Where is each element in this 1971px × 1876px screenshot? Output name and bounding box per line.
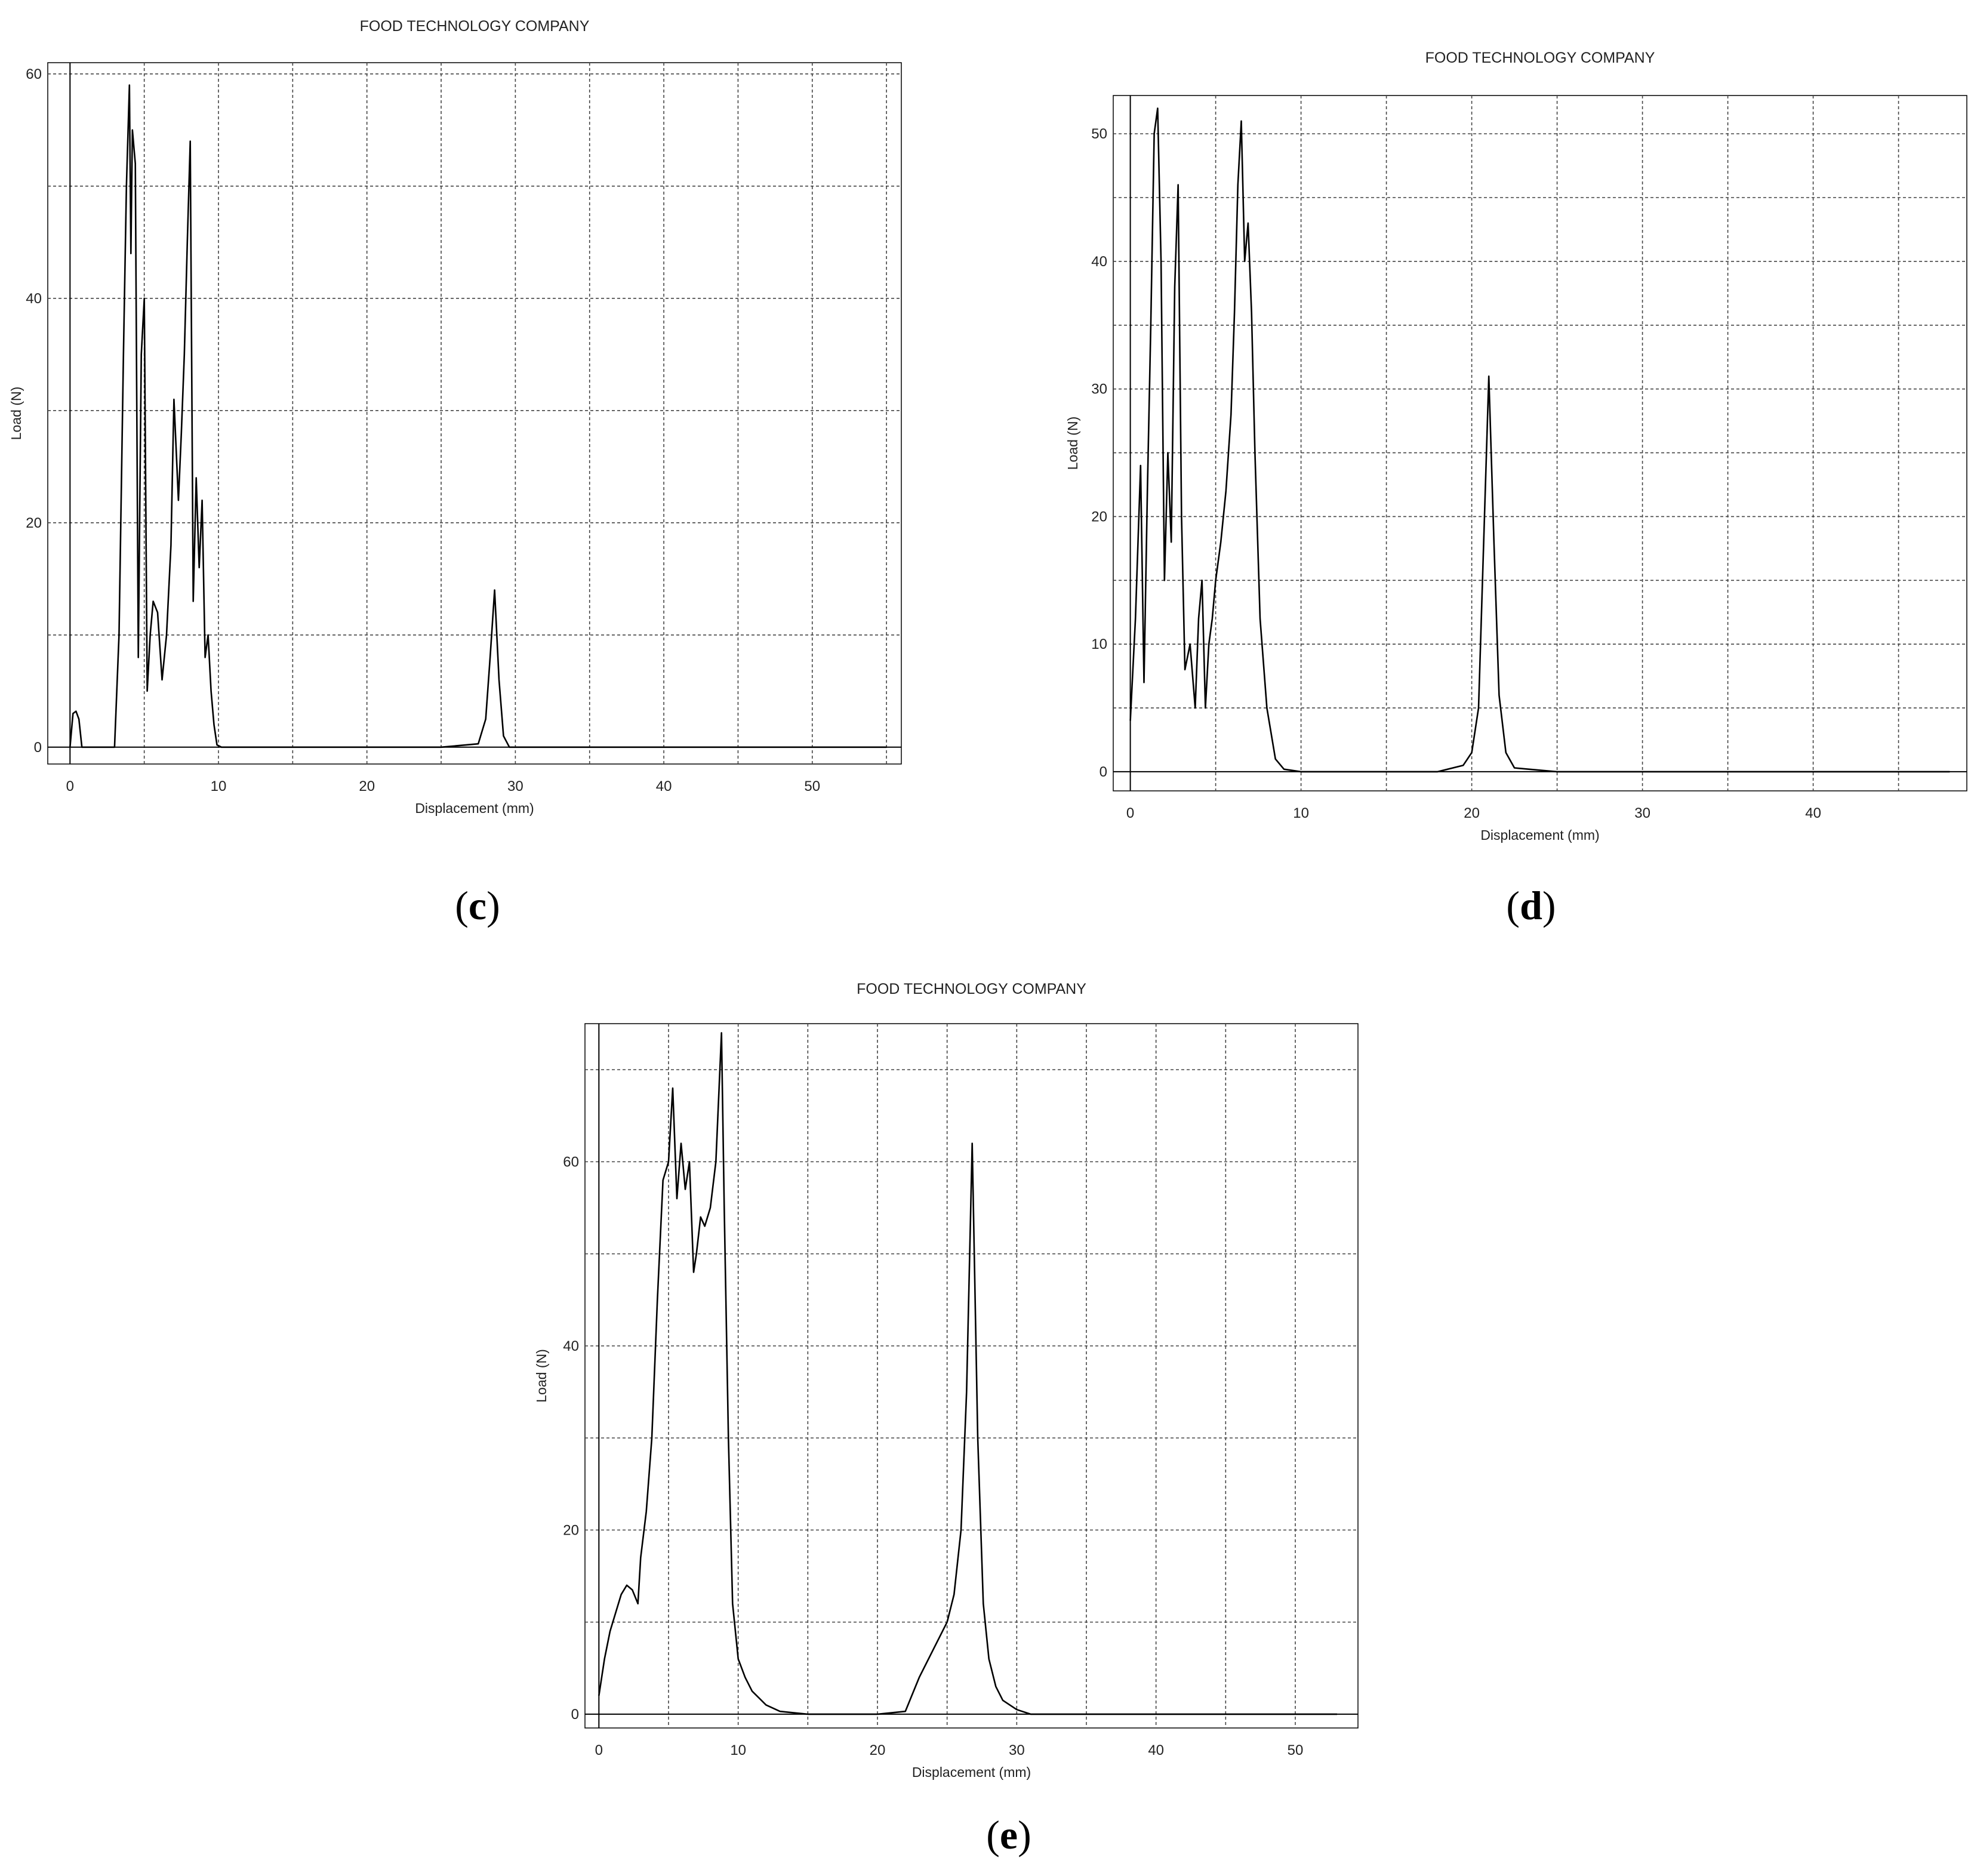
x-axis-label: Displacement (mm) [415,800,534,816]
chart-title: FOOD TECHNOLOGY COMPANY [360,18,590,35]
y-tick-label: 40 [1091,254,1107,270]
y-tick-label: 20 [1091,509,1107,525]
chart-e: FOOD TECHNOLOGY COMPANY 0 10 20 30 40 50 0 20 40 6… [534,981,1359,1780]
x-tick-label: 30 [507,778,523,794]
plot-frame [1113,95,1967,791]
caption-e: (e) [986,1812,1031,1857]
caption-d: (d) [1506,883,1556,928]
y-tick-label: 20 [563,1522,579,1538]
chart-title: FOOD TECHNOLOGY COMPANY [857,981,1086,997]
plot-frame [47,62,902,765]
y-tick-label: 60 [563,1154,579,1170]
x-tick-label: 20 [870,1742,886,1758]
x-tick-label: 20 [359,778,375,794]
x-axis-label: Displacement (mm) [1480,827,1599,843]
x-tick-label: 40 [1805,805,1821,821]
x-tick-label: 30 [1009,1742,1025,1758]
x-tick-label: 10 [730,1742,746,1758]
y-tick-label: 0 [34,740,42,756]
x-tick-label: 50 [804,778,820,794]
data-line [69,84,887,748]
y-tick-label: 10 [1091,636,1107,652]
data-line [1129,107,1950,773]
x-axis-label: Displacement (mm) [912,1764,1031,1780]
x-tick-label: 10 [1293,805,1309,821]
y-tick-label: 50 [1091,126,1107,142]
chart-c: FOOD TECHNOLOGY COMPANY 0 10 20 30 40 50 0 20 40 6… [8,18,902,816]
y-tick-label: 40 [563,1338,579,1354]
y-axis-label: Load (N) [1065,417,1080,470]
x-tick-label: 10 [211,778,227,794]
chart-d: FOOD TECHNOLOGY COMPANY 0 10 20 30 40 0 10 20 30 4… [1065,50,1967,843]
x-tick-label: 40 [1148,1742,1164,1758]
x-tick-label: 30 [1634,805,1650,821]
y-tick-label: 0 [571,1706,579,1723]
caption-c: (c) [455,883,500,928]
y-axis-label: Load (N) [8,387,24,440]
x-tick-label: 50 [1288,1742,1304,1758]
y-tick-label: 20 [26,515,42,531]
data-line [598,1032,1337,1715]
x-tick-label: 0 [1126,805,1134,821]
y-axis-label: Load (N) [534,1349,549,1402]
x-tick-label: 0 [595,1742,603,1758]
y-tick-label: 30 [1091,381,1107,398]
y-tick-label: 0 [1100,764,1107,780]
chart-title: FOOD TECHNOLOGY COMPANY [1425,50,1655,66]
y-tick-label: 40 [26,291,42,307]
x-tick-label: 20 [1464,805,1480,821]
x-tick-label: 0 [66,778,74,794]
plot-frame [584,1023,1359,1729]
x-tick-label: 40 [656,778,672,794]
y-tick-label: 60 [26,66,42,82]
